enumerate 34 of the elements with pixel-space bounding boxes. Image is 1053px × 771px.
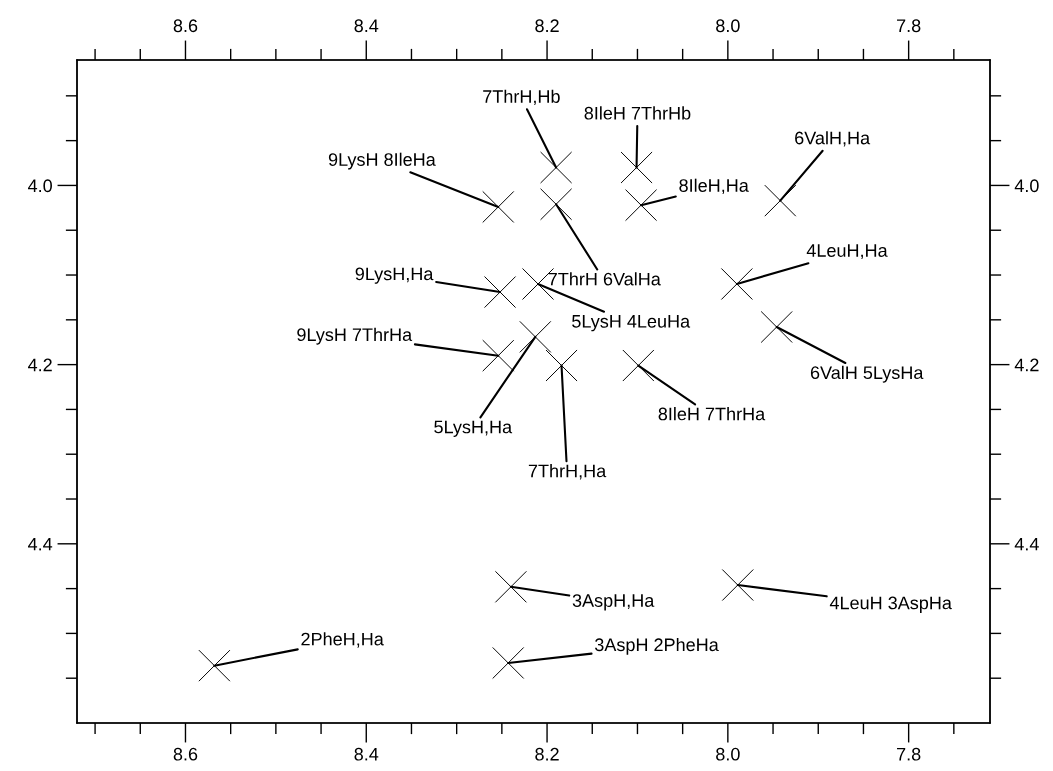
y-tick-label: 4.4 bbox=[28, 537, 53, 551]
annotation: 9LysH 7ThrHa bbox=[297, 327, 413, 345]
x-tick-label: 8.4 bbox=[354, 747, 379, 761]
annotation: 3AspH,Ha bbox=[572, 594, 655, 611]
annotation: 7ThrH,Ha bbox=[528, 464, 607, 480]
annotation: 8IleH 7ThrHb bbox=[584, 106, 691, 120]
y-tick-label: 4.0 bbox=[28, 179, 52, 193]
annotation: 7ThrH 6ValHa bbox=[548, 272, 661, 286]
annotation: 7ThrH,Hb bbox=[483, 89, 560, 106]
y2-tick-label: 4.2 bbox=[1014, 358, 1039, 372]
x-tick-label: 8.0 bbox=[716, 747, 740, 761]
annotation: 9LysH,Ha bbox=[355, 267, 434, 284]
annotation: 6ValH,Ha bbox=[795, 131, 871, 147]
annotation: 8IleH,Ha bbox=[679, 178, 749, 195]
x2-tick-label: 8.4 bbox=[354, 19, 379, 33]
annotation: 6ValH 5LysHa bbox=[810, 365, 924, 383]
y-tick-label: 4.2 bbox=[28, 358, 52, 372]
y2-tick-label: 4.0 bbox=[1014, 179, 1039, 193]
x2-tick-label: 8.2 bbox=[535, 19, 559, 33]
x-tick-label: 8.2 bbox=[535, 747, 559, 761]
annotation: 5LysH,Ha bbox=[434, 420, 513, 437]
y2-tick-label: 4.4 bbox=[1014, 537, 1039, 551]
annotation: 2PheH,Ha bbox=[301, 632, 384, 648]
annotation: 4LeuH,Ha bbox=[806, 244, 888, 260]
annotation: 8IleH 7ThrHa bbox=[658, 407, 766, 421]
annotation: 4LeuH 3AspHa bbox=[829, 596, 952, 613]
x2-tick-label: 7.8 bbox=[897, 19, 921, 33]
x2-tick-label: 8.0 bbox=[716, 19, 740, 33]
annotation: 5LysH 4LeuHa bbox=[572, 315, 691, 332]
x-tick-label: 7.8 bbox=[897, 747, 921, 761]
x-tick-label: 8.6 bbox=[173, 747, 198, 761]
x2-tick-label: 8.6 bbox=[173, 19, 198, 33]
annotation: 3AspH 2PheHa bbox=[594, 637, 719, 655]
annotation: 9LysH 8IleHa bbox=[328, 152, 436, 170]
